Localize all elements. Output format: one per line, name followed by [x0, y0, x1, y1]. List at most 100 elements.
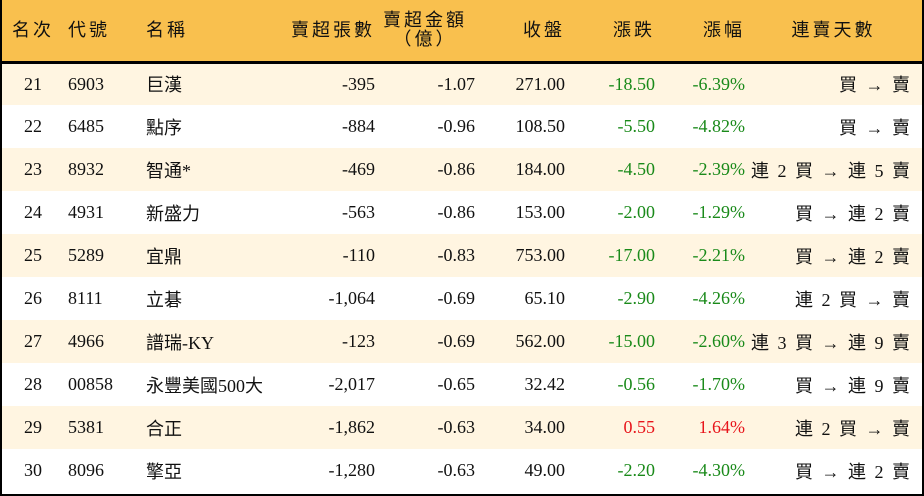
- header-name: 名稱: [134, 0, 275, 64]
- net-sell-amount-cell: -0.86: [437, 202, 476, 222]
- close-cell: 271.00: [515, 73, 566, 94]
- code-cell: 8096: [68, 460, 104, 480]
- streak-cell: 買 → 連 2 賣: [795, 461, 912, 482]
- name-cell: 新盛力: [146, 203, 200, 224]
- code-cell: 6903: [68, 73, 104, 94]
- rank-cell: 29: [24, 417, 42, 437]
- header-net-sell-amount: 賣超金額 （億）: [375, 0, 475, 64]
- change-pct-cell: -4.82%: [692, 116, 746, 136]
- streak-cell: 連 2 買 → 賣: [795, 418, 912, 439]
- change-cell: -4.50: [617, 159, 656, 179]
- net-sell-amount-cell: -0.96: [437, 116, 476, 136]
- change-cell: -2.00: [617, 202, 656, 222]
- header-change-pct: 漲幅: [655, 0, 745, 64]
- close-cell: 753.00: [515, 245, 566, 265]
- rank-cell: 25: [24, 245, 42, 265]
- table-row: 21 6903 巨漢 -395 -1.07 271.00 -18.50 -6.3…: [2, 62, 922, 105]
- net-sell-amount-cell: -0.69: [437, 288, 476, 308]
- close-cell: 49.00: [524, 460, 566, 480]
- rank-cell: 26: [24, 288, 42, 308]
- name-cell: 巨漢: [146, 75, 182, 96]
- close-cell: 184.00: [515, 159, 566, 179]
- name-cell: 合正: [146, 418, 182, 439]
- net-sell-lots-cell: -123: [342, 331, 375, 351]
- change-cell: -17.00: [608, 245, 656, 265]
- code-cell: 8932: [68, 159, 104, 179]
- name-cell: 智通*: [146, 160, 191, 181]
- table-body: 21 6903 巨漢 -395 -1.07 271.00 -18.50 -6.3…: [2, 62, 922, 492]
- table-row: 22 6485 點序 -884 -0.96 108.50 -5.50 -4.82…: [2, 105, 922, 148]
- net-sell-lots-cell: -563: [342, 202, 375, 222]
- change-cell: -0.56: [617, 374, 656, 394]
- change-cell: -2.90: [617, 288, 656, 308]
- net-sell-amount-cell: -0.63: [437, 460, 476, 480]
- name-cell: 擎亞: [146, 461, 182, 482]
- rank-cell: 23: [24, 159, 42, 179]
- table-row: 23 8932 智通* -469 -0.86 184.00 -4.50 -2.3…: [2, 148, 922, 191]
- code-cell: 5289: [68, 245, 104, 265]
- header-rank: 名次: [2, 0, 64, 64]
- table-row: 26 8111 立碁 -1,064 -0.69 65.10 -2.90 -4.2…: [2, 277, 922, 320]
- net-sell-lots-cell: -1,862: [328, 417, 376, 437]
- name-cell: 譜瑞-KY: [146, 332, 214, 353]
- header-change: 漲跌: [565, 0, 655, 64]
- net-sell-amount-cell: -0.63: [437, 417, 476, 437]
- code-cell: 8111: [68, 288, 103, 308]
- table-row: 30 8096 擎亞 -1,280 -0.63 49.00 -2.20 -4.3…: [2, 449, 922, 492]
- net-sell-lots-cell: -469: [342, 159, 375, 179]
- change-pct-cell: -2.21%: [692, 245, 746, 265]
- header-code: 代號: [64, 0, 134, 64]
- change-cell: -18.50: [608, 73, 656, 94]
- header-net-sell-amount-line1: 賣超金額: [383, 10, 467, 31]
- net-sell-lots-cell: -884: [342, 116, 375, 136]
- streak-cell: 買 → 賣: [839, 75, 912, 96]
- rank-cell: 22: [24, 116, 42, 136]
- net-sell-amount-cell: -1.07: [437, 73, 476, 94]
- header-net-sell-amount-line2: （億）: [393, 29, 457, 50]
- rank-cell: 27: [24, 331, 42, 351]
- change-pct-cell: -1.29%: [692, 202, 746, 222]
- net-sell-amount-cell: -0.65: [437, 374, 476, 394]
- rank-cell: 24: [24, 202, 42, 222]
- table-row: 27 4966 譜瑞-KY -123 -0.69 562.00 -15.00 -…: [2, 320, 922, 363]
- streak-cell: 買 → 連 2 賣: [795, 203, 912, 224]
- net-sell-amount-cell: -0.69: [437, 331, 476, 351]
- streak-cell: 買 → 連 2 賣: [795, 246, 912, 267]
- rank-cell: 21: [24, 73, 42, 94]
- streak-cell: 買 → 連 9 賣: [795, 375, 912, 396]
- name-cell: 點序: [146, 117, 182, 138]
- change-pct-cell: -2.60%: [692, 331, 746, 351]
- net-sell-lots-cell: -110: [342, 245, 375, 265]
- change-pct-cell: -1.70%: [692, 374, 746, 394]
- close-cell: 65.10: [524, 288, 566, 308]
- change-pct-cell: -4.26%: [692, 288, 746, 308]
- close-cell: 153.00: [515, 202, 566, 222]
- net-sell-lots-cell: -2,017: [328, 374, 376, 394]
- net-sell-lots-cell: -395: [342, 73, 375, 94]
- header-streak: 連賣天數: [745, 0, 922, 64]
- header-row: 名次 代號 名稱 賣超張數 賣超金額 （億） 收盤 漲跌 漲幅 連賣天數: [2, 0, 922, 64]
- table-row: 25 5289 宜鼎 -110 -0.83 753.00 -17.00 -2.2…: [2, 234, 922, 277]
- name-cell: 永豐美國500大: [146, 375, 263, 396]
- code-cell: 6485: [68, 116, 104, 136]
- change-cell: -5.50: [617, 116, 656, 136]
- change-cell: 0.55: [623, 417, 656, 437]
- rank-cell: 30: [24, 460, 42, 480]
- close-cell: 562.00: [515, 331, 566, 351]
- change-pct-cell: -2.39%: [692, 159, 746, 179]
- streak-cell: 連 2 買 → 賣: [795, 289, 912, 310]
- net-sell-lots-cell: -1,280: [328, 460, 376, 480]
- change-cell: -15.00: [608, 331, 656, 351]
- close-cell: 108.50: [515, 116, 566, 136]
- net-sell-lots-cell: -1,064: [328, 288, 376, 308]
- net-sell-amount-cell: -0.83: [437, 245, 476, 265]
- code-cell: 5381: [68, 417, 104, 437]
- close-cell: 34.00: [524, 417, 566, 437]
- code-cell: 4931: [68, 202, 104, 222]
- streak-cell: 連 3 買 → 連 9 賣: [751, 332, 912, 353]
- name-cell: 宜鼎: [146, 246, 182, 267]
- change-pct-cell: 1.64%: [698, 417, 746, 437]
- table-row: 24 4931 新盛力 -563 -0.86 153.00 -2.00 -1.2…: [2, 191, 922, 234]
